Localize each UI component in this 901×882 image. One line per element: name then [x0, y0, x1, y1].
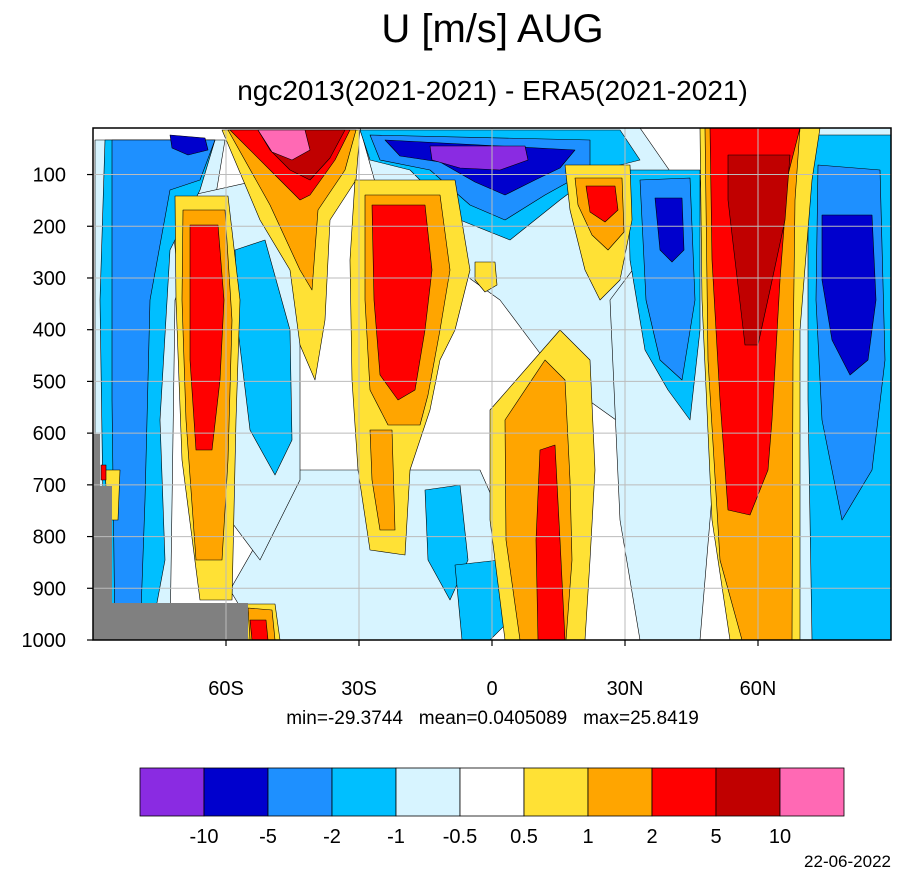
y-tick-label: 600: [33, 423, 66, 445]
plot-area: [93, 128, 891, 640]
colorbar-label: 0.5: [510, 826, 538, 848]
x-tick-label: 30S: [341, 678, 377, 700]
y-tick-label: 1000: [22, 630, 67, 652]
colorbar-swatch: [331, 767, 397, 817]
colorbar-swatch: [779, 767, 845, 817]
y-axis: 100 200 300 400 500 600 700 800 900 1000: [22, 165, 93, 652]
stats-min-label: min=: [286, 708, 328, 729]
chart-title: U [m/s] AUG: [381, 7, 604, 51]
colorbar-label: 5: [710, 826, 721, 848]
colorbar: -10 -5 -2 -1 -0.5 0.5 1 2 5 10: [139, 767, 845, 848]
colorbar-swatch: [459, 767, 525, 817]
y-tick-label: 500: [33, 371, 66, 393]
y-tick-label: 400: [33, 320, 66, 342]
x-tick-label: 60N: [740, 678, 777, 700]
x-axis: 60S 30S 0 30N 60N: [208, 640, 776, 700]
colorbar-swatch: [139, 767, 205, 817]
y-tick-label: 200: [33, 216, 66, 238]
contour-region-tropics-core-purple: [429, 145, 529, 171]
stats-mean: 0.0405089: [477, 708, 568, 729]
colorbar-label: 10: [769, 826, 791, 848]
y-tick-label: 700: [33, 475, 66, 497]
x-tick-label: 30N: [607, 678, 644, 700]
contour-region-nh-darkblue: [654, 197, 685, 263]
contour-region-sh-midlat-cyan: [234, 239, 293, 476]
contour-region-polar-darkblue: [821, 214, 877, 376]
contour-region-sh-upper-pink: [257, 129, 311, 161]
contour-region-eq-red: [535, 444, 566, 640]
x-tick-label: 60S: [208, 678, 244, 700]
colorbar-swatch: [651, 767, 717, 817]
colorbar-label: -0.5: [443, 826, 477, 848]
x-tick-label: 0: [486, 678, 497, 700]
colorbar-label: 1: [582, 826, 593, 848]
stats-min: -29.3744: [327, 708, 403, 729]
y-tick-label: 800: [33, 527, 66, 549]
colorbar-swatch: [203, 767, 269, 817]
colorbar-label: -1: [387, 826, 405, 848]
missing-data-region: [93, 434, 248, 640]
stats-max-label: max=: [583, 708, 631, 729]
chart-subtitle: ngc2013(2021-2021) - ERA5(2021-2021): [237, 75, 748, 106]
stats-line: min=-29.3744 mean=0.0405089 max=25.8419: [0, 707, 901, 731]
contour-region-sh-lower-orange: [369, 429, 396, 531]
colorbar-swatch: [715, 767, 781, 817]
y-tick-label: 300: [33, 268, 66, 290]
colorbar-swatch: [267, 767, 333, 817]
colorbar-label: -5: [259, 826, 277, 848]
colorbar-swatch: [395, 767, 461, 817]
missing-data-mask: [93, 434, 248, 640]
y-tick-label: 100: [33, 165, 66, 187]
stats-mean-label: mean=: [418, 708, 478, 729]
colorbar-label: -2: [323, 826, 341, 848]
contour-region-surface-red: [249, 619, 269, 640]
contour-region-tropics-upper-red: [585, 185, 619, 223]
gridlines: [93, 128, 891, 640]
colorbar-swatch: [587, 767, 653, 817]
stats-max: 25.8419: [630, 708, 699, 729]
date-stamp: 22-06-2022: [804, 852, 891, 871]
contour-region-sh-upper-darkblue: [169, 134, 209, 156]
colorbar-label: -10: [190, 826, 219, 848]
contour-region-sh-low-red: [100, 464, 107, 481]
contour-fills: [94, 128, 891, 640]
colorbar-label: 2: [646, 826, 657, 848]
contour-region-sh-jet-red: [189, 224, 225, 451]
colorbar-swatch: [523, 767, 589, 817]
y-tick-label: 900: [33, 578, 66, 600]
